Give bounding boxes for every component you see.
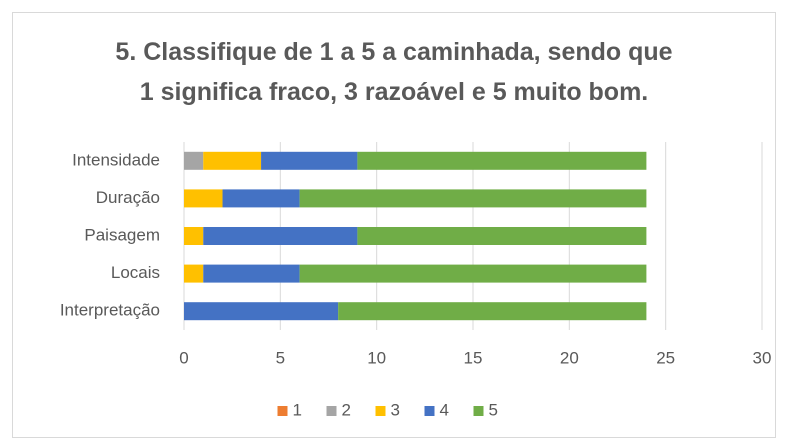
x-tick-label: 25 (656, 348, 675, 367)
y-tick-label: Interpretação (60, 301, 160, 320)
legend-swatch (326, 406, 337, 416)
y-tick-label: Intensidade (72, 150, 160, 169)
legend-label: 2 (342, 400, 351, 419)
chart-border (12, 12, 776, 438)
y-tick-label: Locais (111, 263, 160, 282)
bar-segment (184, 189, 223, 208)
bar-segment (299, 189, 647, 208)
bar-segment (184, 151, 204, 170)
bar-segment (203, 264, 300, 283)
x-tick-label: 30 (753, 348, 772, 367)
bar-segment (184, 264, 204, 283)
bar-segment (357, 151, 647, 170)
bar-segment (203, 227, 358, 245)
bar-segment (299, 264, 647, 283)
bar-segment (184, 302, 339, 321)
bar-segment (357, 227, 647, 245)
legend-label: 4 (440, 400, 449, 419)
x-tick-label: 15 (464, 348, 483, 367)
x-tick-label: 5 (276, 348, 285, 367)
bar-segment (222, 189, 300, 208)
legend-label: 3 (391, 400, 400, 419)
legend-label: 1 (293, 400, 302, 419)
y-tick-label: Duração (96, 188, 160, 207)
legend-swatch (473, 406, 484, 416)
x-tick-label: 10 (367, 348, 386, 367)
legend-label: 5 (489, 400, 498, 419)
x-tick-label: 0 (179, 348, 188, 367)
legend-swatch (277, 406, 288, 416)
y-tick-label: Paisagem (84, 225, 160, 244)
bar-segment (261, 151, 358, 170)
bar-segment (338, 302, 647, 321)
bar-segment (203, 151, 262, 170)
chart-title: 5. Classifique de 1 a 5 a caminhada, sen… (115, 38, 673, 106)
legend-swatch (375, 406, 386, 416)
legend-swatch (424, 406, 435, 416)
bar-segment (184, 227, 204, 245)
x-tick-label: 20 (560, 348, 579, 367)
